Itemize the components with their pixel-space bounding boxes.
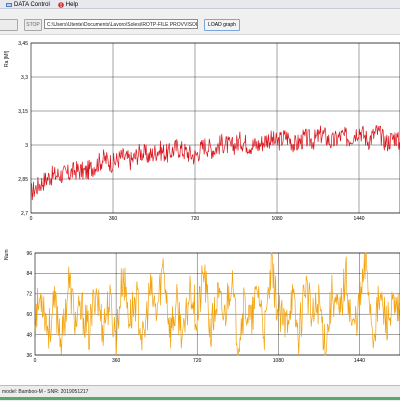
window-title-bar <box>0 0 400 9</box>
y-tick-label: 96 <box>26 251 32 257</box>
x-tick-label: 1440 <box>353 216 364 222</box>
x-tick-label: 360 <box>109 216 118 222</box>
ra-chart: 2,7 2,85 3 3,15 3,3 3,45 0 360 720 1080 1440 Ra [… <box>4 41 400 222</box>
y-tick-label: 72 <box>26 292 32 298</box>
x-tick-label: 1440 <box>354 358 365 364</box>
load-graph-button[interactable]: LOAD graph <box>204 19 240 31</box>
y-tick-label: 36 <box>26 353 32 359</box>
y-tick-label: 3,3 <box>21 75 28 81</box>
y-tick-label: 3,15 <box>18 109 28 115</box>
ra-chart-frame <box>30 42 400 214</box>
file-path-field[interactable]: C:\Users\Utente\Documents\Lavoro\Solesi\… <box>44 19 198 29</box>
plot-area: 2,7 2,85 3 3,15 3,3 3,45 0 360 720 1080 1440 Ra [… <box>0 35 400 385</box>
x-tick-label: 360 <box>112 358 121 364</box>
y-tick-label: 48 <box>26 332 32 338</box>
data-control-icon <box>6 2 12 7</box>
x-tick-label: 720 <box>191 216 200 222</box>
start-button[interactable] <box>0 19 18 31</box>
x-tick-label: 1080 <box>273 358 284 364</box>
menu-item-help[interactable]: Help <box>56 2 80 8</box>
stop-button[interactable]: STOP <box>24 19 42 31</box>
menu-label-help: Help <box>65 1 79 8</box>
x-tick-label: 0 <box>34 358 37 364</box>
num-chart-ylabel: Num <box>4 249 10 260</box>
x-tick-label: 1080 <box>271 216 282 222</box>
help-icon <box>57 1 64 8</box>
ra-chart-grid <box>31 42 400 214</box>
x-tick-label: 720 <box>193 358 202 364</box>
y-tick-label: 60 <box>26 312 32 318</box>
num-chart-x-ticks: 0 360 720 1080 1440 <box>34 358 366 364</box>
ra-chart-x-ticks: 0 360 720 1080 1440 <box>30 216 365 222</box>
ra-series-line <box>30 125 400 201</box>
num-chart: 36 48 60 72 84 96 0 360 720 1080 1440 Num <box>4 249 400 364</box>
num-chart-y-ticks: 36 48 60 72 84 96 <box>26 251 32 359</box>
status-text: model: Bamboo-M - SNR: 2019051217 <box>2 389 89 395</box>
y-tick-label: 2,85 <box>18 177 28 183</box>
menu-label-data-control: DATA Control <box>14 1 50 8</box>
y-tick-label: 3,45 <box>18 41 28 47</box>
ra-chart-ylabel: Ra [Mf] <box>4 50 10 67</box>
taskbar-strip <box>0 397 400 400</box>
num-series-line <box>34 252 400 356</box>
y-tick-label: 2,7 <box>21 211 28 217</box>
ra-chart-y-ticks: 2,7 2,85 3 3,15 3,3 3,45 <box>18 41 28 217</box>
y-tick-label: 3 <box>25 143 28 149</box>
menu-bar: DATA Control Help <box>0 0 80 9</box>
x-tick-label: 0 <box>30 216 33 222</box>
y-tick-label: 84 <box>26 271 32 277</box>
menu-item-data-control[interactable]: DATA Control <box>4 2 52 8</box>
